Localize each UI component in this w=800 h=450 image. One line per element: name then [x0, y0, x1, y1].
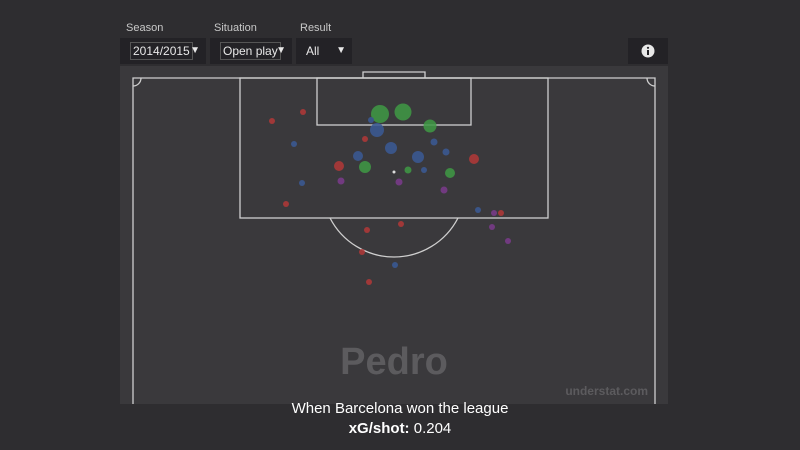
select-value: Open play: [220, 42, 281, 60]
caption-title: When Barcelona won the league: [291, 400, 509, 417]
caption-stat: xG/shot: 0.204: [0, 420, 800, 437]
info-icon: [641, 44, 655, 58]
select-value: 2014/2015: [130, 42, 193, 60]
stat-label: xG/shot:: [348, 420, 410, 437]
filter-label: Result: [300, 22, 332, 34]
stat-value: 0.204: [413, 420, 452, 437]
select-value: All: [306, 44, 320, 58]
situation-select[interactable]: Open play ▼: [210, 38, 292, 64]
info-button[interactable]: [628, 38, 668, 64]
player-watermark: Pedro: [340, 341, 448, 383]
result-select[interactable]: All ▼: [296, 38, 352, 64]
season-select[interactable]: 2014/2015 ▼: [120, 38, 206, 64]
site-watermark: understat.com: [565, 384, 648, 398]
filter-label: Season: [126, 22, 164, 34]
filter-label: Situation: [214, 22, 257, 34]
